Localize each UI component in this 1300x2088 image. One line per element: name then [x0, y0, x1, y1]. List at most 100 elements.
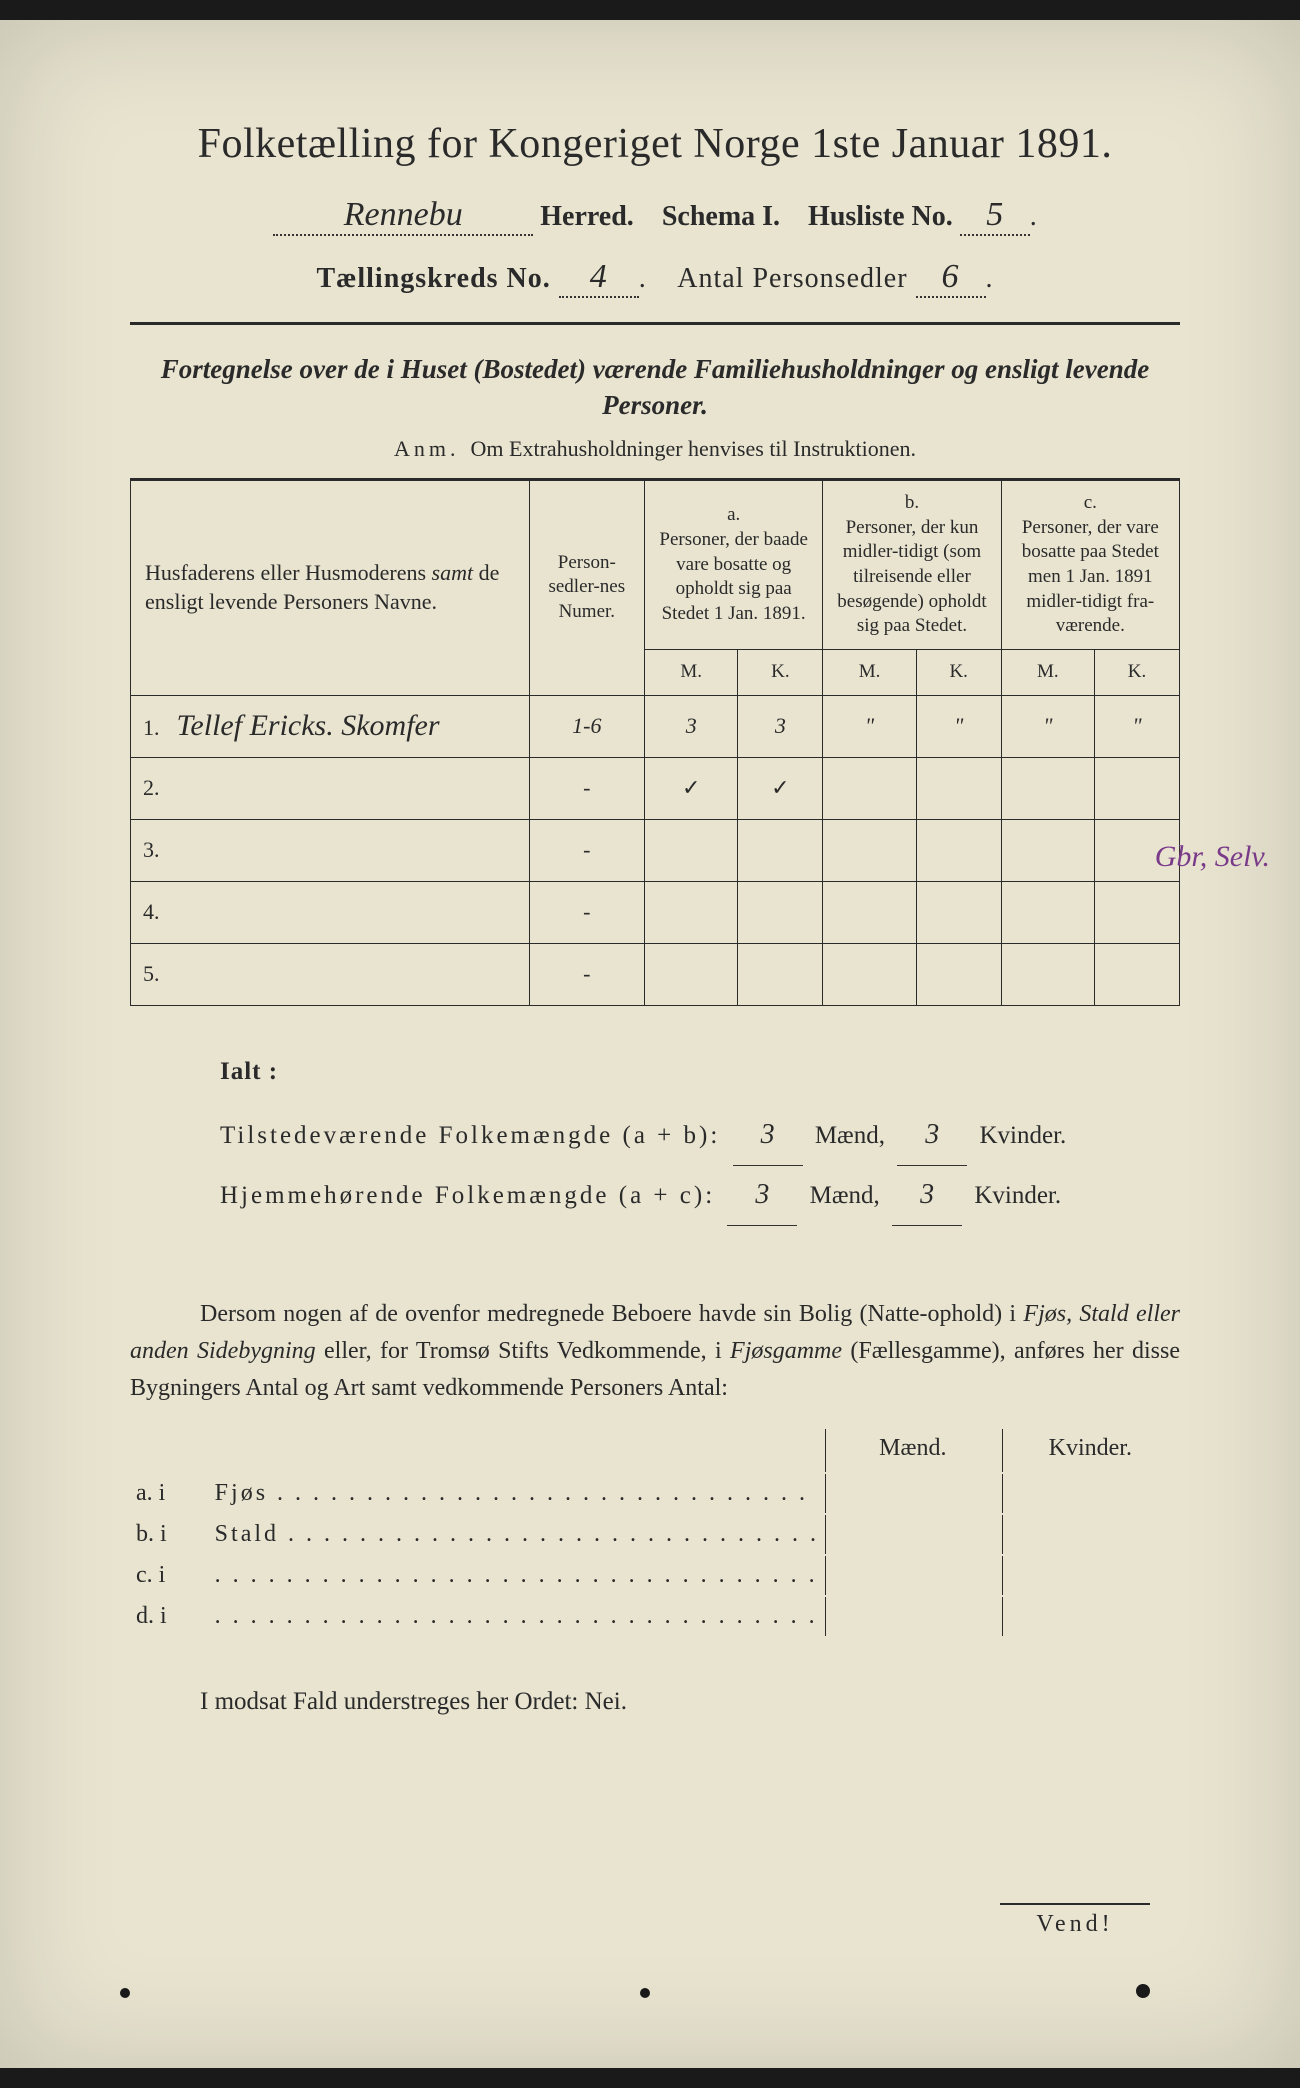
- sec-row-label: b. i: [132, 1515, 209, 1554]
- sec-row: a. i Fjøs . . . . . . . . . . . . . . . …: [132, 1474, 1178, 1513]
- table-row: 3. -: [131, 819, 1180, 881]
- col-b-m: M.: [823, 650, 916, 696]
- col-c-header: c. Personer, der vare bosatte paa Stedet…: [1001, 479, 1179, 649]
- cell: [1095, 757, 1180, 819]
- divider: [130, 322, 1180, 325]
- schema-label: Schema I.: [662, 201, 780, 232]
- cell: 3: [645, 695, 738, 757]
- punch-mark: [120, 1988, 130, 1998]
- secondary-table: Mænd. Kvinder. a. i Fjøs . . . . . . . .…: [130, 1427, 1180, 1638]
- col-b-letter: b.: [829, 491, 994, 516]
- subtitle-text: Fortegnelse over de i Huset (Bostedet) v…: [161, 354, 1149, 420]
- totals-2-m: 3: [727, 1166, 797, 1226]
- sec-row-label: d. i: [132, 1597, 209, 1636]
- cell: ": [823, 695, 916, 757]
- table-row: 5. -: [131, 943, 1180, 1005]
- sec-maend-header: Mænd.: [825, 1429, 1000, 1472]
- sec-row: b. i Stald . . . . . . . . . . . . . . .…: [132, 1515, 1178, 1554]
- sec-row-text: . . . . . . . . . . . . . . . . . . . . …: [211, 1556, 823, 1595]
- table-row: 1. Tellef Ericks. Skomfer 1-6 3 3 " " " …: [131, 695, 1180, 757]
- row-num: 4.: [143, 899, 171, 925]
- col-a-k: K.: [738, 650, 823, 696]
- col-a-m: M.: [645, 650, 738, 696]
- sec-kvinder-header: Kvinder.: [1002, 1429, 1178, 1472]
- nei-line: I modsat Fald understreges her Ordet: Ne…: [130, 1688, 1180, 1716]
- totals-block: Ialt : Tilstedeværende Folkemængde (a + …: [130, 1046, 1180, 1226]
- kreds-no: 4: [590, 258, 608, 295]
- row-num: 1.: [143, 715, 171, 741]
- cell: [823, 757, 916, 819]
- sec-row-label: c. i: [132, 1556, 209, 1595]
- maend-label: Mænd,: [815, 1122, 885, 1149]
- punch-mark: [1136, 1984, 1150, 1998]
- cell: ": [1095, 695, 1180, 757]
- cell: ✓: [738, 757, 823, 819]
- totals-line2-label: Hjemmehørende Folkemængde (a + c):: [220, 1182, 715, 1209]
- herred-label: Herred.: [540, 201, 634, 232]
- col-b-k: K.: [916, 650, 1001, 696]
- row-sedler: -: [529, 757, 644, 819]
- anm-line: Anm. Om Extrahusholdninger henvises til …: [130, 436, 1180, 462]
- sec-row-text: Stald . . . . . . . . . . . . . . . . . …: [211, 1515, 823, 1554]
- cell: 3: [738, 695, 823, 757]
- col-c-k: K.: [1095, 650, 1180, 696]
- row-name: Tellef Ericks. Skomfer: [177, 709, 440, 742]
- col-c-m: M.: [1001, 650, 1094, 696]
- anm-text: Om Extrahusholdninger henvises til Instr…: [471, 436, 916, 461]
- col-b-header: b. Personer, der kun midler-tidigt (som …: [823, 479, 1001, 649]
- kreds-label: Tællingskreds No.: [316, 263, 550, 294]
- antal-label: Antal Personsedler: [677, 263, 907, 294]
- totals-line1-label: Tilstedeværende Folkemængde (a + b):: [220, 1122, 720, 1149]
- col-a-text: Personer, der baade vare bosatte og opho…: [651, 528, 816, 627]
- vend-label: Vend!: [1000, 1903, 1150, 1938]
- ialt-label: Ialt :: [220, 1046, 1180, 1099]
- col-a-header: a. Personer, der baade vare bosatte og o…: [645, 479, 823, 649]
- household-table: Husfaderens eller Husmoderens samt de en…: [130, 478, 1180, 1006]
- cell: [916, 757, 1001, 819]
- cell: [1001, 757, 1094, 819]
- husliste-label: Husliste No.: [808, 201, 953, 232]
- maend-label: Mænd,: [810, 1182, 880, 1209]
- row-num: 3.: [143, 837, 171, 863]
- dersom-paragraph: Dersom nogen af de ovenfor medregnede Be…: [130, 1296, 1180, 1408]
- totals-2-k: 3: [892, 1166, 962, 1226]
- row-num: 2.: [143, 775, 171, 801]
- herred-handwritten: Rennebu: [344, 196, 463, 233]
- antal-no: 6: [942, 258, 960, 295]
- row-sedler: 1-6: [529, 695, 644, 757]
- census-form-page: Folketælling for Kongeriget Norge 1ste J…: [0, 20, 1300, 2068]
- totals-line-1: Tilstedeværende Folkemængde (a + b): 3 M…: [220, 1106, 1180, 1166]
- col-a-letter: a.: [651, 503, 816, 528]
- header-row-1: Rennebu Herred. Schema I. Husliste No. 5…: [130, 196, 1180, 236]
- table-row: 4. -: [131, 881, 1180, 943]
- sec-row: d. i . . . . . . . . . . . . . . . . . .…: [132, 1597, 1178, 1636]
- row-sedler: -: [529, 881, 644, 943]
- totals-1-m: 3: [733, 1106, 803, 1166]
- row-sedler: -: [529, 943, 644, 1005]
- marginal-note: Gbr, Selv.: [1155, 840, 1270, 874]
- sec-row-text: . . . . . . . . . . . . . . . . . . . . …: [211, 1597, 823, 1636]
- header-row-2: Tællingskreds No. 4 . Antal Personsedler…: [130, 258, 1180, 298]
- table-body: 1. Tellef Ericks. Skomfer 1-6 3 3 " " " …: [131, 695, 1180, 1005]
- subtitle: Fortegnelse over de i Huset (Bostedet) v…: [130, 351, 1180, 424]
- totals-line-2: Hjemmehørende Folkemængde (a + c): 3 Mæn…: [220, 1166, 1180, 1226]
- kvinder-label: Kvinder.: [974, 1182, 1061, 1209]
- col-name-header: Husfaderens eller Husmoderens samt de en…: [131, 479, 530, 695]
- col-c-text: Personer, der vare bosatte paa Stedet me…: [1008, 516, 1173, 639]
- row-sedler: -: [529, 819, 644, 881]
- col-c-letter: c.: [1008, 491, 1173, 516]
- cell: ": [916, 695, 1001, 757]
- husliste-no: 5: [986, 196, 1003, 233]
- anm-label: Anm.: [394, 436, 460, 461]
- cell: ✓: [645, 757, 738, 819]
- col-b-text: Personer, der kun midler-tidigt (som til…: [829, 516, 994, 639]
- col-num-header: Person-sedler-nes Numer.: [529, 479, 644, 695]
- punch-mark: [640, 1988, 650, 1998]
- table-row: 2. - ✓ ✓: [131, 757, 1180, 819]
- sec-row-text: Fjøs . . . . . . . . . . . . . . . . . .…: [211, 1474, 823, 1513]
- kvinder-label: Kvinder.: [979, 1122, 1066, 1149]
- sec-row-label: a. i: [132, 1474, 209, 1513]
- sec-row: c. i . . . . . . . . . . . . . . . . . .…: [132, 1556, 1178, 1595]
- page-title: Folketælling for Kongeriget Norge 1ste J…: [130, 120, 1180, 168]
- totals-1-k: 3: [897, 1106, 967, 1166]
